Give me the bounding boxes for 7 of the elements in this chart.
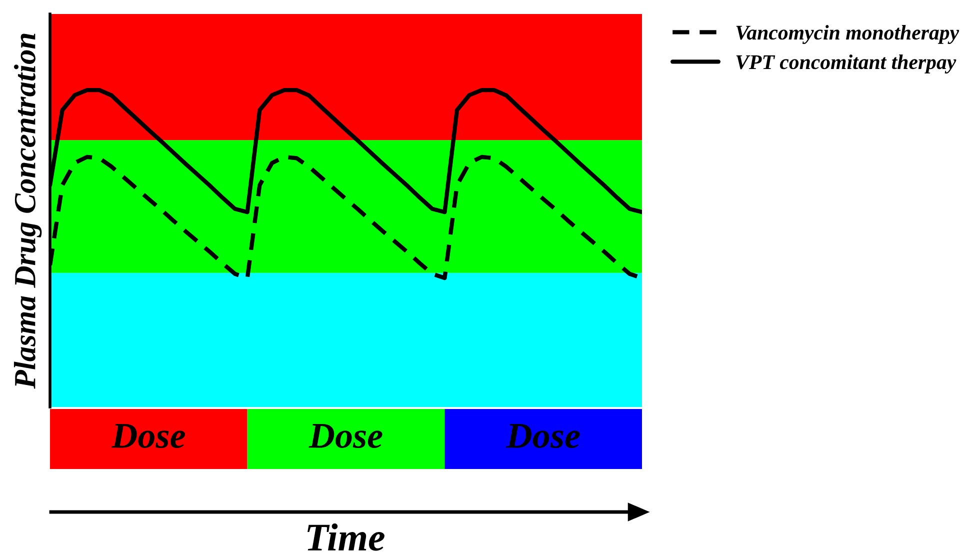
text: Dose xyxy=(308,424,382,448)
x-axis-title: Time xyxy=(308,523,384,551)
text: Dose xyxy=(111,424,185,448)
text: Dose xyxy=(506,424,580,448)
legend-label: VPT concomitant therpay xyxy=(736,54,956,74)
legend-label: Vancomycin monotherapy xyxy=(736,25,960,44)
y-axis-title: Plasma Drug Concentration xyxy=(14,34,42,389)
